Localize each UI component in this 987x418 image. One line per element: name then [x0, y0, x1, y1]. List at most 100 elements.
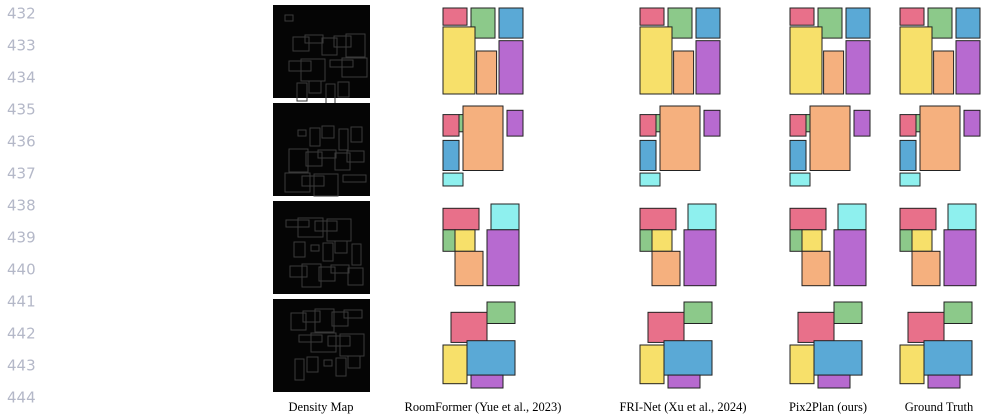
room: [802, 230, 822, 252]
line-number: 443: [7, 357, 36, 375]
room: [652, 251, 680, 285]
room: [924, 341, 972, 375]
room: [900, 173, 920, 186]
density-map: [273, 299, 370, 392]
room: [451, 312, 487, 342]
room: [944, 230, 976, 286]
room: [499, 8, 523, 38]
room: [499, 41, 523, 94]
room: [696, 41, 720, 94]
room: [928, 375, 960, 388]
room: [688, 204, 716, 230]
line-number: 437: [7, 165, 36, 183]
room: [640, 8, 664, 25]
room: [854, 110, 870, 136]
room: [908, 312, 944, 342]
room: [674, 51, 694, 94]
room: [668, 375, 700, 388]
room: [443, 230, 455, 252]
room: [790, 8, 814, 25]
room: [471, 375, 503, 388]
figure: 432433434435436437438439440441442443444D…: [0, 0, 987, 418]
room: [443, 208, 479, 230]
room: [900, 140, 916, 170]
room: [948, 204, 976, 230]
room: [790, 208, 826, 230]
room: [944, 302, 972, 324]
room: [652, 230, 672, 252]
caption: Pix2Plan (ours): [789, 400, 867, 414]
room: [443, 140, 459, 170]
room: [818, 375, 850, 388]
line-number: 433: [7, 37, 36, 55]
room: [798, 312, 834, 342]
line-number: 438: [7, 197, 36, 215]
room: [640, 173, 660, 186]
room: [956, 8, 980, 38]
room: [640, 115, 656, 137]
room: [443, 115, 459, 137]
room: [824, 51, 844, 94]
room: [834, 302, 862, 324]
room: [507, 110, 523, 136]
room: [443, 345, 467, 384]
room: [696, 8, 720, 38]
room: [477, 51, 497, 94]
room: [964, 110, 980, 136]
room: [443, 27, 475, 94]
room: [790, 115, 806, 137]
caption: FRI-Net (Xu et al., 2024): [619, 400, 746, 414]
room: [640, 230, 652, 252]
room: [684, 302, 712, 324]
room: [956, 41, 980, 94]
room: [846, 8, 870, 38]
room: [900, 208, 936, 230]
line-number: 432: [7, 5, 36, 23]
room: [487, 230, 519, 286]
room: [900, 345, 924, 384]
room: [684, 230, 716, 286]
room: [664, 341, 712, 375]
room: [900, 27, 932, 94]
room: [790, 140, 806, 170]
room: [814, 341, 862, 375]
room: [443, 8, 467, 25]
room: [810, 106, 850, 171]
line-number: 442: [7, 325, 36, 343]
room: [467, 341, 515, 375]
line-number: 440: [7, 261, 36, 279]
room: [640, 208, 676, 230]
line-number: 434: [7, 69, 36, 87]
room: [487, 302, 515, 324]
room: [704, 110, 720, 136]
room: [491, 204, 519, 230]
room: [834, 230, 866, 286]
room: [912, 251, 940, 285]
room: [790, 173, 810, 186]
room: [900, 115, 916, 137]
caption: RoomFormer (Yue et al., 2023): [405, 400, 562, 414]
room: [934, 51, 954, 94]
room: [455, 230, 475, 252]
room: [455, 251, 483, 285]
line-number: 439: [7, 229, 36, 247]
caption: Ground Truth: [905, 400, 974, 414]
room: [660, 106, 700, 171]
line-number: 435: [7, 101, 36, 119]
line-number: 441: [7, 293, 36, 311]
caption: Density Map: [289, 400, 354, 414]
room: [640, 140, 656, 170]
room: [790, 27, 822, 94]
room: [790, 345, 814, 384]
room: [912, 230, 932, 252]
room: [648, 312, 684, 342]
room: [838, 204, 866, 230]
room: [640, 345, 664, 384]
room: [802, 251, 830, 285]
room: [920, 106, 960, 171]
room: [463, 106, 503, 171]
room: [846, 41, 870, 94]
line-number: 436: [7, 133, 36, 151]
room: [900, 8, 924, 25]
room: [640, 27, 672, 94]
